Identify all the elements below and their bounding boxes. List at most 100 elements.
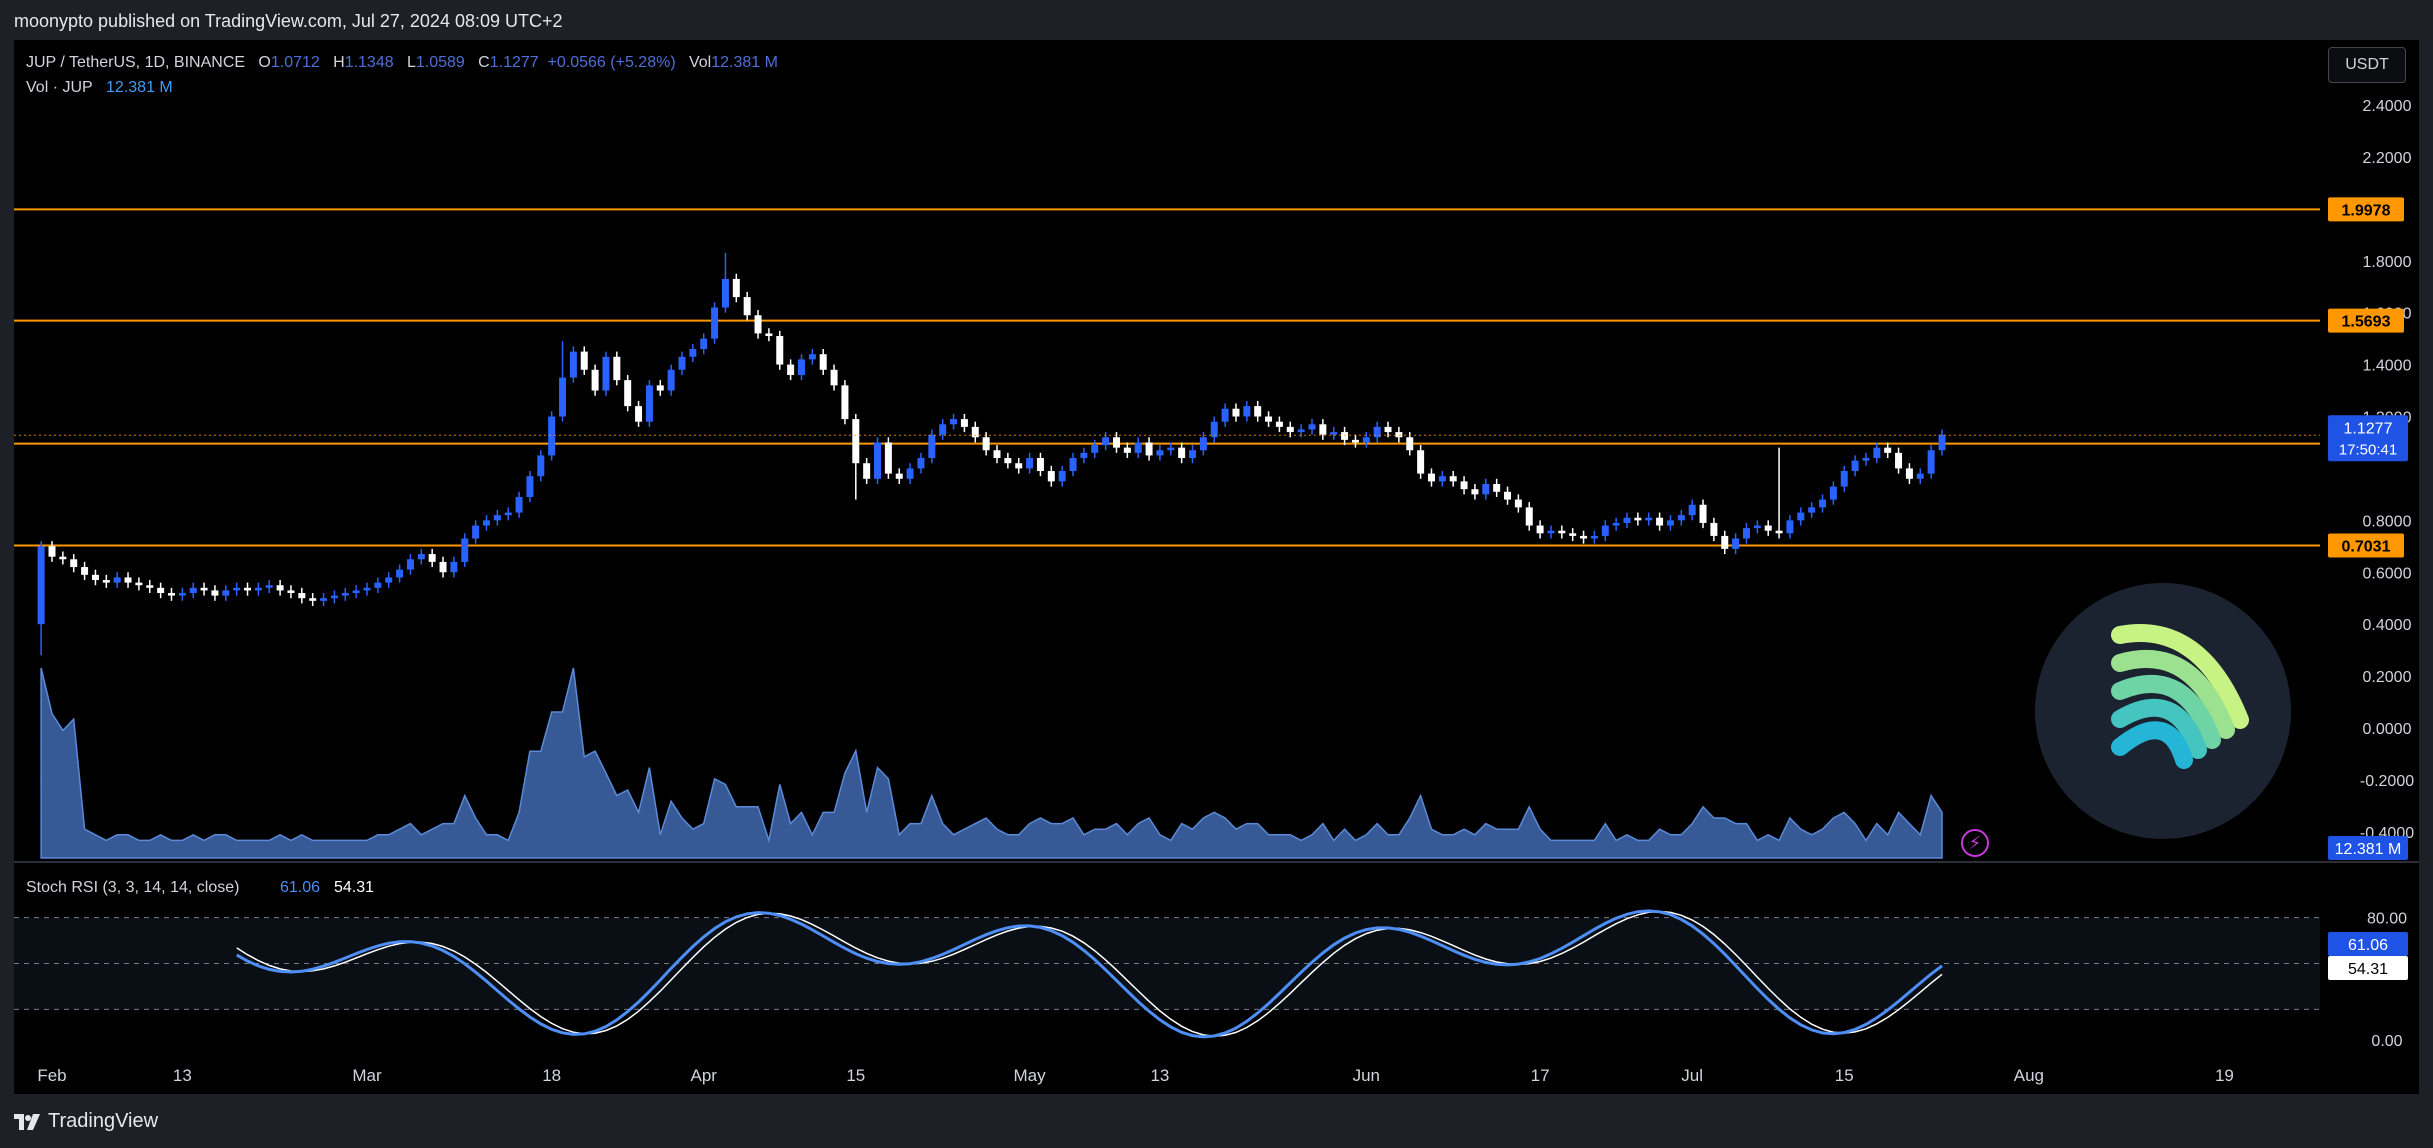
tradingview-logo[interactable]: TradingView <box>14 1110 158 1133</box>
candle-body <box>1362 437 1370 443</box>
candle <box>1417 445 1425 479</box>
candle-body <box>1460 481 1468 490</box>
lightning-icon[interactable]: ⚡ <box>1961 829 1989 857</box>
candle-body <box>971 426 979 438</box>
candle <box>971 421 979 443</box>
candle-body <box>1895 452 1903 469</box>
candle-body <box>482 520 490 526</box>
candle-body <box>950 419 958 425</box>
candle <box>91 569 99 586</box>
currency-button[interactable]: USDT <box>2328 47 2406 83</box>
candle-body <box>363 587 371 591</box>
volume-series-value: 12.381 M <box>106 79 173 96</box>
candle <box>1330 426 1338 440</box>
jupiter-logo <box>2035 583 2291 839</box>
candle <box>461 533 469 568</box>
candle-body <box>70 559 78 568</box>
candle <box>1742 522 1750 544</box>
candle-body <box>1427 473 1435 482</box>
candle <box>917 452 925 474</box>
candle <box>70 554 78 573</box>
candle-body <box>244 587 252 591</box>
candle-body <box>1797 512 1805 521</box>
candle-body <box>721 278 729 308</box>
candle-body <box>1417 450 1425 474</box>
chart-area[interactable] <box>14 40 2419 1094</box>
candle-body <box>1851 460 1859 472</box>
candle <box>895 468 903 484</box>
candle <box>1047 465 1055 487</box>
candle <box>1547 525 1555 539</box>
candle-body <box>472 525 480 539</box>
candle-body <box>895 473 903 479</box>
candle-body <box>515 496 523 513</box>
candle <box>1471 483 1479 500</box>
volume-tag-label: 12.381 M <box>2335 841 2402 858</box>
x-tick-label: 19 <box>2215 1066 2234 1085</box>
candle <box>330 590 338 604</box>
candle-body <box>1015 463 1023 469</box>
candle-body <box>819 354 827 370</box>
tradingview-icon <box>14 1113 40 1130</box>
candle <box>1710 517 1718 542</box>
candle <box>808 349 816 365</box>
x-tick-label: Jun <box>1353 1066 1380 1085</box>
candle <box>48 541 56 562</box>
candle <box>569 346 577 383</box>
candle <box>1091 439 1099 459</box>
candle-body <box>385 577 393 583</box>
candle <box>1243 400 1251 422</box>
candle <box>1232 403 1240 422</box>
candle-body <box>1145 442 1153 456</box>
candle-body <box>330 595 338 599</box>
candle <box>265 580 273 594</box>
candle <box>167 587 175 601</box>
candle-body <box>1275 421 1283 427</box>
candle <box>1460 476 1468 495</box>
candle <box>1645 512 1653 526</box>
candle <box>1580 530 1588 544</box>
candle <box>1699 499 1707 529</box>
candle-body <box>1199 437 1207 451</box>
candle <box>580 346 588 375</box>
candle <box>504 507 512 521</box>
candle <box>341 587 349 601</box>
candle-body <box>1134 442 1142 453</box>
candle <box>754 310 762 339</box>
candle <box>765 328 773 342</box>
candle-body <box>1688 504 1696 516</box>
candle <box>135 577 143 591</box>
candle-body <box>700 338 708 350</box>
candle-body <box>157 587 165 594</box>
candle <box>1514 494 1522 513</box>
current-price-label: 1.1277 <box>2344 420 2393 437</box>
symbol-label[interactable]: JUP / TetherUS, 1D, BINANCE <box>26 54 246 71</box>
candle <box>1134 437 1142 459</box>
candle <box>374 577 382 594</box>
candle-body <box>1156 450 1164 456</box>
candle-body <box>732 278 740 298</box>
candle <box>1938 429 1946 456</box>
candle <box>1840 465 1848 492</box>
candle-body <box>1406 437 1414 451</box>
candle-body <box>1721 535 1729 549</box>
candle-body <box>1058 471 1066 482</box>
low-value: 1.0589 <box>415 54 465 71</box>
candle <box>1069 452 1077 477</box>
candle-body <box>939 424 947 435</box>
publish-info: moonypto published on TradingView.com, J… <box>14 11 563 31</box>
candle-body <box>406 559 414 570</box>
volume-series-label[interactable]: Vol · JUP <box>26 79 93 96</box>
candle-body <box>1764 525 1772 531</box>
x-tick-label: Jul <box>1681 1066 1703 1085</box>
candle <box>309 593 317 606</box>
candle <box>863 458 871 484</box>
y-tick-label: 2.4000 <box>2363 98 2412 115</box>
stoch-y-tick-label: 80.00 <box>2367 911 2407 928</box>
candle-body <box>1351 439 1359 443</box>
candle <box>797 354 805 381</box>
candle-body <box>124 577 132 583</box>
candle <box>1384 421 1392 438</box>
candle-body <box>1732 538 1740 549</box>
